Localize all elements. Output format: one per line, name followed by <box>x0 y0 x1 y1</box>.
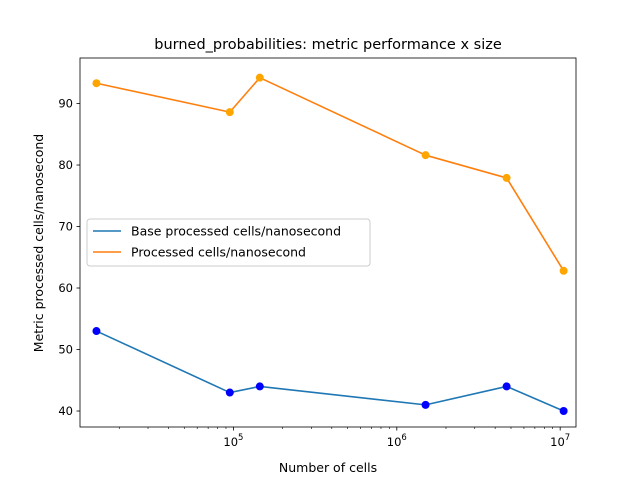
data-point-base <box>421 400 430 409</box>
data-point-processed <box>559 266 568 275</box>
data-point-processed <box>225 108 234 117</box>
data-point-processed <box>421 151 430 160</box>
data-point-base <box>92 327 101 336</box>
series-line-processed <box>96 76 565 272</box>
x-tick-label: 107 <box>550 433 570 449</box>
axes-frame <box>79 57 577 428</box>
y-tick-label: 70 <box>58 220 73 234</box>
y-tick-label: 60 <box>58 281 73 295</box>
data-point-processed <box>255 73 264 82</box>
y-axis-label: Metric processed cells/nanosecond <box>31 134 46 352</box>
data-point-base <box>502 382 511 391</box>
data-point-processed <box>92 79 101 88</box>
data-point-base <box>255 382 264 391</box>
chart-title: burned_probabilities: metric performance… <box>154 37 502 53</box>
legend-box <box>86 218 371 267</box>
data-point-base <box>225 388 234 397</box>
x-tick-label: 106 <box>387 433 407 449</box>
data-point-base <box>559 407 568 416</box>
plot-area: 105 106 107 40 50 60 70 80 90 <box>58 57 577 449</box>
legend: Base processed cells/nanosecond Processe… <box>86 218 371 267</box>
y-tick-label: 40 <box>58 404 73 418</box>
data-point-processed <box>502 173 511 182</box>
x-tick-label: 105 <box>223 433 243 449</box>
y-tick-label: 50 <box>58 343 73 357</box>
legend-label-base: Base processed cells/nanosecond <box>131 224 341 239</box>
series-line-base <box>96 330 564 412</box>
legend-label-processed: Processed cells/nanosecond <box>131 245 306 260</box>
y-tick-label: 90 <box>58 97 73 111</box>
x-axis-label: Number of cells <box>279 460 377 475</box>
y-tick-label: 80 <box>58 158 73 172</box>
